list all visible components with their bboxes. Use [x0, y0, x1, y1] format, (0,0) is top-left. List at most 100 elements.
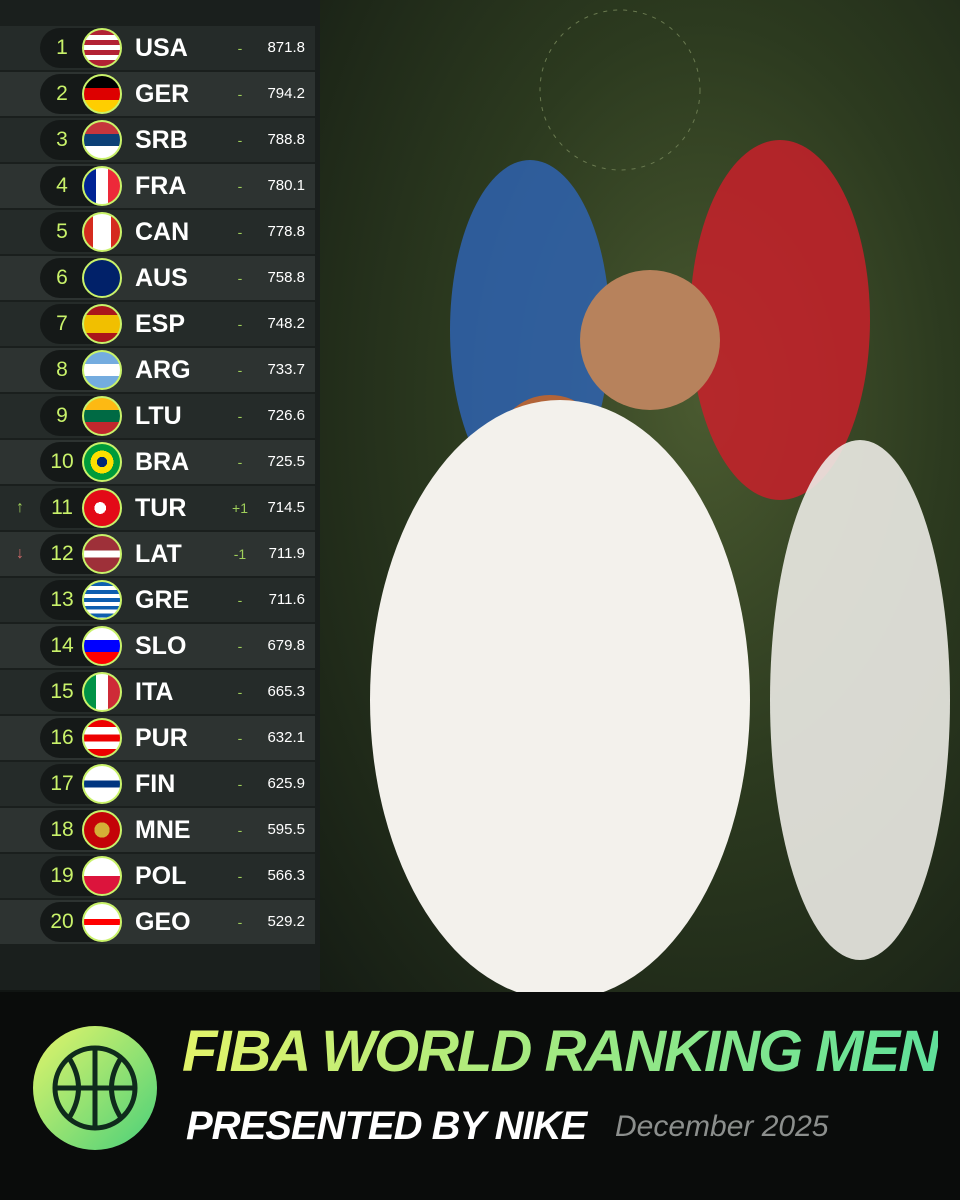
rank-change: - — [237, 362, 243, 378]
table-row: 10 BRA - 725.5 — [0, 440, 315, 484]
table-row: 19 POL - 566.3 — [0, 854, 315, 898]
rank-change: - — [237, 730, 243, 746]
rank: 11 — [51, 496, 73, 519]
country-code: GRE — [135, 586, 190, 614]
table-row: 7 ESP - 748.2 — [0, 302, 315, 346]
flag — [82, 902, 122, 942]
country-code: BRA — [135, 448, 190, 476]
rank-change: - — [237, 132, 243, 148]
rank: 15 — [50, 680, 74, 703]
points: 726.6 — [267, 407, 305, 424]
rank-change: - — [237, 224, 243, 240]
rank: 7 — [56, 312, 68, 335]
flag — [82, 212, 122, 252]
table-row: 17 FIN - 625.9 — [0, 762, 315, 806]
flag — [82, 856, 122, 896]
rank-change: +1 — [232, 500, 248, 516]
flag — [82, 74, 122, 114]
flag — [82, 488, 122, 528]
rank-change: - — [237, 914, 243, 930]
table-row: 1 USA - 871.8 — [0, 26, 315, 70]
rank-change: - — [237, 684, 243, 700]
country-code: POL — [135, 862, 187, 890]
flag — [82, 258, 122, 298]
rank-change: -1 — [233, 546, 247, 562]
table-row: 3 SRB - 788.8 — [0, 118, 315, 162]
rank: 6 — [56, 266, 68, 289]
title: FIBA WORLD RANKING MEN — [182, 1019, 940, 1084]
rank-change: - — [237, 86, 243, 102]
rank: 14 — [50, 634, 74, 657]
country-code: FIN — [135, 770, 176, 798]
rank-change: - — [237, 270, 243, 286]
points: 679.8 — [267, 637, 305, 654]
points: 788.8 — [267, 131, 305, 148]
flag — [82, 120, 122, 160]
points: 758.8 — [267, 269, 305, 286]
country-code: GEO — [135, 908, 191, 936]
points: 714.5 — [267, 499, 305, 516]
table-row: 18 MNE - 595.5 — [0, 808, 315, 852]
country-code: ESP — [135, 310, 186, 338]
flag — [82, 718, 122, 758]
table-row: 13 GRE - 711.6 — [0, 578, 315, 622]
flag — [82, 166, 122, 206]
rank: 4 — [56, 174, 68, 197]
table-row: 2 GER - 794.2 — [0, 72, 315, 116]
country-code: ARG — [135, 356, 191, 384]
points: 794.2 — [267, 85, 305, 102]
points: 625.9 — [267, 775, 305, 792]
subtitle: PRESENTED BY NIKE — [186, 1104, 587, 1148]
table-row: 15 ITA - 665.3 — [0, 670, 315, 714]
points: 871.8 — [267, 39, 305, 56]
logo — [33, 1026, 157, 1150]
rank: 16 — [50, 726, 74, 749]
points: 711.6 — [268, 591, 305, 608]
flag — [82, 442, 122, 482]
players-photo — [320, 0, 960, 1000]
country-code: ITA — [135, 678, 174, 706]
rank-change: - — [237, 454, 243, 470]
flag — [82, 28, 122, 68]
table-row: 20 GEO - 529.2 — [0, 900, 315, 944]
down-arrow: ↓ — [16, 545, 24, 562]
rank-change: - — [237, 408, 243, 424]
country-code: CAN — [135, 218, 190, 246]
rank: 1 — [56, 36, 68, 59]
date: December 2025 — [615, 1110, 829, 1143]
table-row: 4 FRA - 780.1 — [0, 164, 315, 208]
rank: 2 — [56, 82, 68, 105]
country-code: PUR — [135, 724, 188, 752]
country-code: LAT — [135, 540, 182, 568]
rank-change: - — [237, 592, 243, 608]
table-row: ↓ 12 LAT -1 711.9 — [0, 532, 315, 576]
table-row: 6 AUS - 758.8 — [0, 256, 315, 300]
country-code: AUS — [135, 264, 188, 292]
country-code: FRA — [135, 172, 187, 200]
points: 595.5 — [267, 821, 305, 838]
country-code: LTU — [135, 402, 182, 430]
photo-art — [370, 9, 950, 1000]
flag — [82, 764, 122, 804]
rank: 13 — [50, 588, 74, 611]
points: 725.5 — [267, 453, 305, 470]
rank: 20 — [50, 910, 74, 933]
rank-change: - — [237, 40, 243, 56]
points: 778.8 — [267, 223, 305, 240]
rank: 9 — [56, 404, 68, 427]
table-row: ↑ 11 TUR +1 714.5 — [0, 486, 315, 530]
points: 566.3 — [267, 867, 305, 884]
flag — [82, 810, 122, 850]
country-code: MNE — [135, 816, 191, 844]
rank: 12 — [50, 542, 74, 565]
rank: 8 — [56, 358, 68, 381]
points: 780.1 — [267, 177, 305, 194]
flag — [82, 304, 122, 344]
flag — [82, 350, 122, 390]
rank-change: - — [237, 638, 243, 654]
flag — [82, 626, 122, 666]
ranking-table: 1 USA - 871.8 2 GER - 794.2 3 SRB - 788.8 4 FRA - 780.1… — [0, 0, 320, 990]
points: 665.3 — [267, 683, 305, 700]
rank-change: - — [237, 776, 243, 792]
